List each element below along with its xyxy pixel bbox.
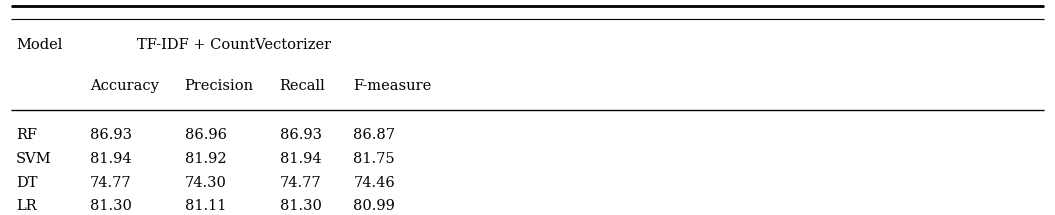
Text: 74.77: 74.77 <box>280 176 321 190</box>
Text: 81.94: 81.94 <box>280 152 321 166</box>
Text: 86.93: 86.93 <box>280 128 322 143</box>
Text: 86.96: 86.96 <box>185 128 227 143</box>
Text: DT: DT <box>16 176 37 190</box>
Text: RF: RF <box>16 128 37 143</box>
Text: 81.30: 81.30 <box>280 199 322 213</box>
Text: 86.93: 86.93 <box>90 128 132 143</box>
Text: 81.94: 81.94 <box>90 152 131 166</box>
Text: F-measure: F-measure <box>353 79 431 93</box>
Text: Precision: Precision <box>185 79 254 93</box>
Text: 74.30: 74.30 <box>185 176 227 190</box>
Text: 81.11: 81.11 <box>185 199 226 213</box>
Text: LR: LR <box>16 199 37 213</box>
Text: 80.99: 80.99 <box>353 199 396 213</box>
Text: Model: Model <box>16 38 62 52</box>
Text: Recall: Recall <box>280 79 325 93</box>
Text: 74.77: 74.77 <box>90 176 131 190</box>
Text: TF-IDF + CountVectorizer: TF-IDF + CountVectorizer <box>137 38 331 52</box>
Text: 81.92: 81.92 <box>185 152 226 166</box>
Text: 86.87: 86.87 <box>353 128 396 143</box>
Text: 74.46: 74.46 <box>353 176 396 190</box>
Text: 81.75: 81.75 <box>353 152 395 166</box>
Text: Accuracy: Accuracy <box>90 79 158 93</box>
Text: 81.30: 81.30 <box>90 199 132 213</box>
Text: SVM: SVM <box>16 152 52 166</box>
